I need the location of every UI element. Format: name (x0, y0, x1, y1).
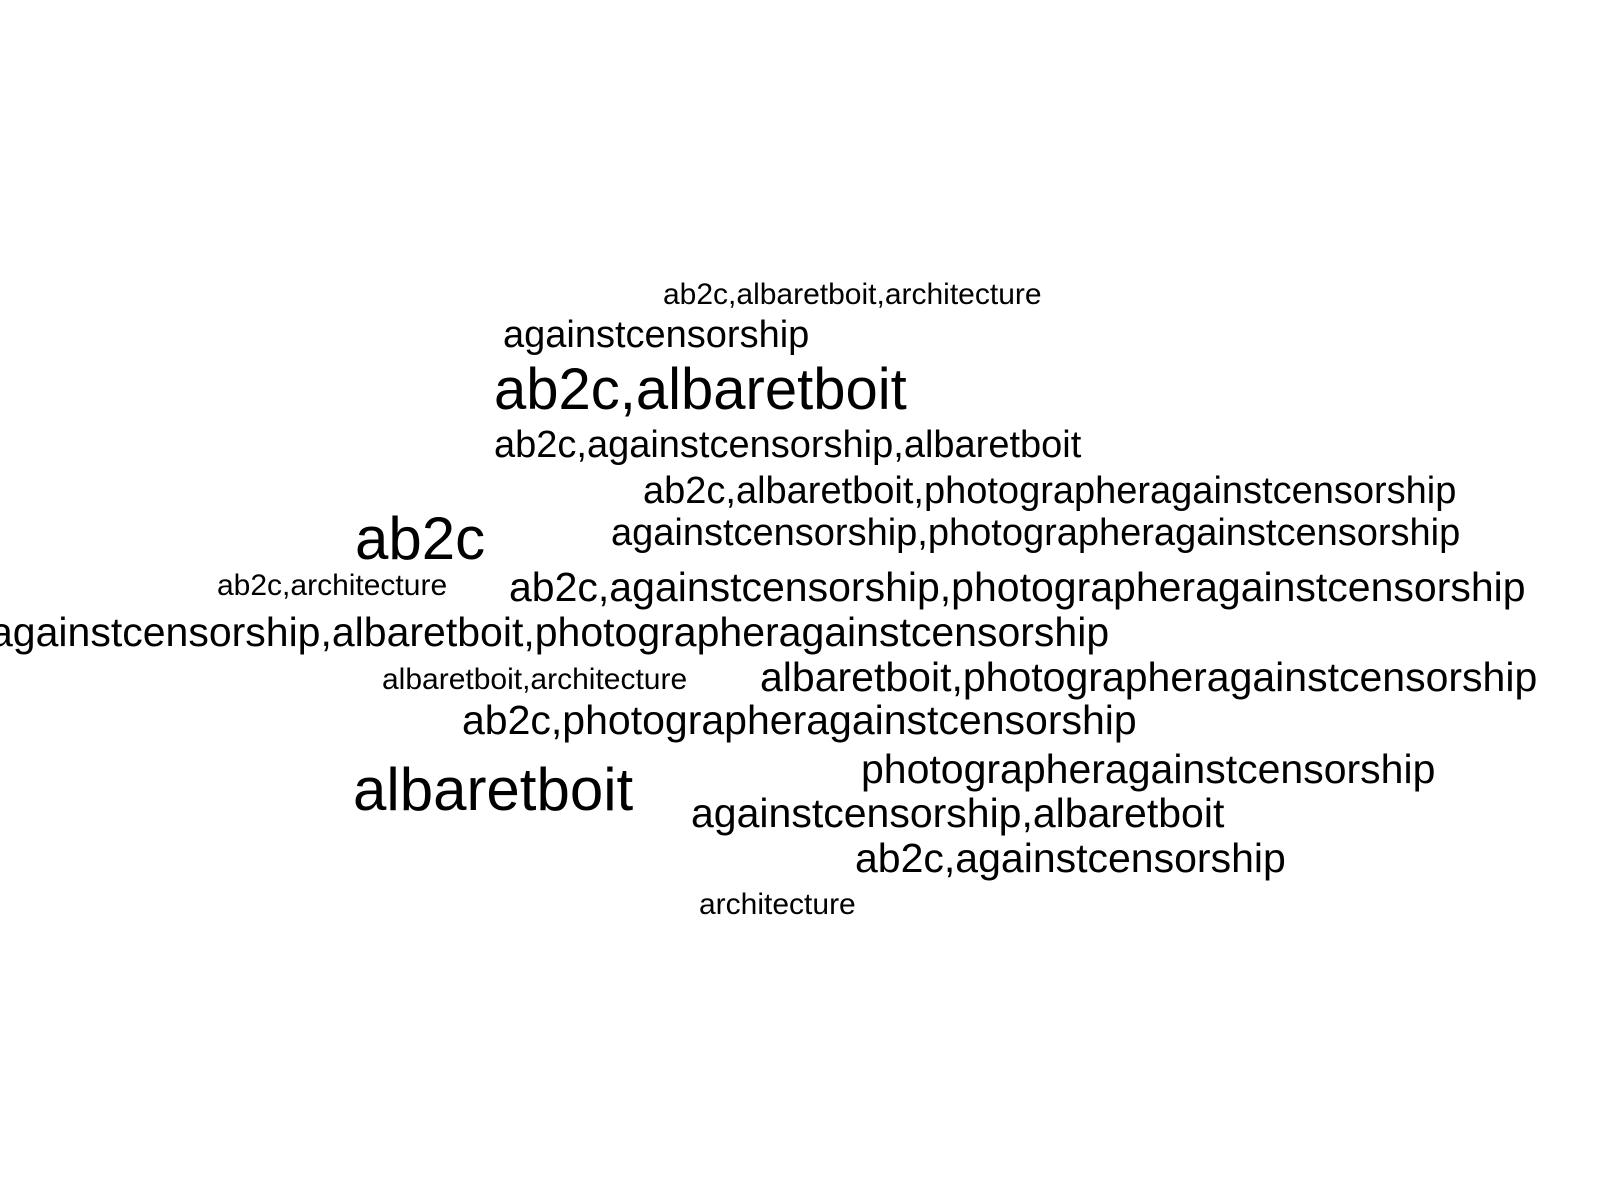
word-photographeragainstcensorship: photographeragainstcensorship (861, 746, 1436, 792)
word-ab2c-photographeragainstcensorship: ab2c,photographeragainstcensorship (462, 697, 1137, 743)
word-ab2c-albaretboit-photographeragainstcensorship: ab2c,albaretboit,photographeragainstcens… (643, 470, 1457, 512)
word-ab2c-albaretboit-architecture: ab2c,albaretboit,architecture (663, 278, 1042, 311)
word-ab2c-albaretboit: ab2c,albaretboit (494, 357, 907, 422)
word-ab2c-againstcensorship-photographeragainstcensorship: ab2c,againstcensorship,photographeragain… (509, 564, 1526, 610)
word-againstcensorship: againstcensorship (503, 314, 810, 356)
word-againstcensorship-photographeragainstcensorship: againstcensorship,photographeragainstcen… (611, 512, 1461, 554)
word-ab2c-architecture: ab2c,architecture (217, 569, 448, 602)
word-architecture: architecture (699, 888, 856, 921)
word-ab2c-againstcensorship: ab2c,againstcensorship (855, 835, 1286, 881)
word-ab2c-againstcensorship-albaretboit: ab2c,againstcensorship,albaretboit (494, 424, 1082, 466)
word-ab2c: ab2c (355, 505, 486, 572)
word-albaretboit-architecture: albaretboit,architecture (382, 663, 688, 696)
word-againstcensorship-albaretboit-photographeragainstcensorship: againstcensorship,albaretboit,photograph… (0, 609, 1110, 655)
word-againstcensorship-albaretboit: againstcensorship,albaretboit (691, 790, 1225, 836)
word-albaretboit: albaretboit (353, 756, 634, 823)
word-albaretboit-photographeragainstcensorship: albaretboit,photographeragainstcensorshi… (760, 654, 1538, 700)
